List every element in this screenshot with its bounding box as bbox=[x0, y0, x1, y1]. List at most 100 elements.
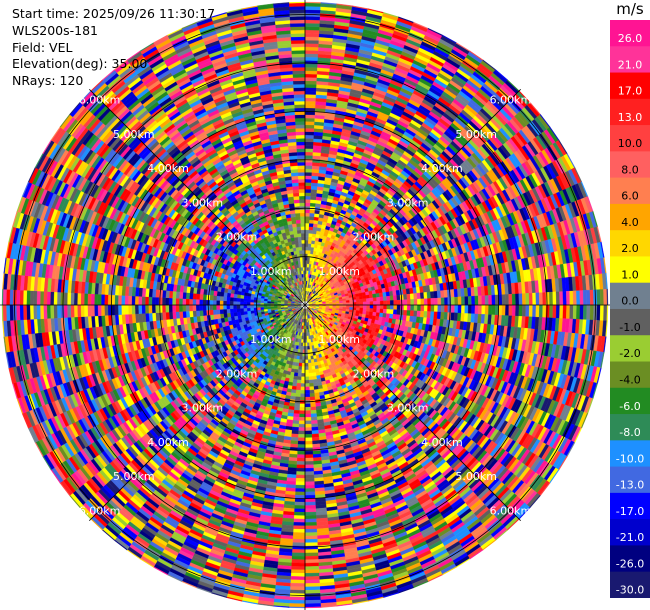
velocity-gate bbox=[304, 128, 315, 132]
velocity-gate bbox=[304, 144, 314, 149]
velocity-gate bbox=[366, 304, 371, 309]
velocity-gate bbox=[304, 178, 312, 183]
velocity-gate bbox=[508, 293, 513, 306]
velocity-gate bbox=[304, 70, 318, 75]
velocity-gate bbox=[461, 296, 466, 306]
velocity-gate bbox=[491, 294, 496, 306]
velocity-gate bbox=[505, 304, 510, 316]
velocity-gate bbox=[304, 155, 313, 160]
velocity-gate bbox=[304, 6, 321, 11]
velocity-gate bbox=[410, 304, 415, 311]
velocity-gate bbox=[511, 293, 516, 306]
velocity-gate bbox=[430, 298, 435, 306]
velocity-gate bbox=[304, 43, 319, 48]
velocity-gate bbox=[430, 304, 435, 312]
velocity-gate bbox=[311, 172, 320, 177]
velocity-gate bbox=[406, 304, 411, 311]
velocity-gate bbox=[420, 298, 425, 306]
velocity-gate bbox=[359, 304, 364, 309]
velocity-gate bbox=[304, 199, 311, 204]
velocity-gate bbox=[403, 304, 408, 311]
velocity-gate bbox=[345, 300, 350, 303]
velocity-gate bbox=[304, 209, 311, 214]
velocity-gate bbox=[379, 292, 384, 298]
velocity-gate bbox=[304, 158, 313, 163]
velocity-gate bbox=[304, 80, 317, 85]
velocity-gate bbox=[308, 239, 312, 244]
velocity-gate bbox=[420, 304, 425, 312]
velocity-gate bbox=[376, 308, 381, 314]
velocity-gate bbox=[420, 292, 425, 300]
velocity-gate bbox=[304, 239, 309, 244]
velocity-gate bbox=[542, 304, 547, 318]
velocity-gate bbox=[481, 304, 486, 315]
velocity-gate bbox=[522, 293, 527, 306]
velocity-gate bbox=[312, 162, 321, 167]
velocity-gate bbox=[433, 311, 438, 320]
velocity-gate bbox=[383, 304, 388, 310]
velocity-gate bbox=[579, 304, 584, 320]
velocity-gate bbox=[304, 9, 321, 14]
velocity-gate bbox=[304, 212, 310, 217]
velocity-gate bbox=[310, 185, 318, 190]
velocity-gate bbox=[362, 307, 367, 312]
velocity-gate bbox=[562, 291, 567, 306]
velocity-gate bbox=[528, 292, 533, 306]
velocity-gate bbox=[454, 296, 459, 306]
velocity-gate bbox=[596, 304, 601, 321]
velocity-gate bbox=[308, 226, 314, 231]
velocity-gate bbox=[307, 243, 312, 248]
velocity-gate bbox=[484, 304, 489, 315]
velocity-gate bbox=[311, 175, 319, 180]
velocity-gate bbox=[304, 29, 320, 34]
velocity-gate bbox=[362, 304, 367, 309]
velocity-gate bbox=[310, 202, 316, 207]
velocity-gate bbox=[304, 117, 315, 122]
velocity-gate bbox=[304, 233, 309, 237]
velocity-gate bbox=[410, 299, 415, 306]
velocity-gate bbox=[304, 222, 310, 227]
velocity-gate bbox=[332, 301, 337, 304]
velocity-gate bbox=[603, 289, 608, 306]
velocity-gate bbox=[312, 226, 318, 231]
velocity-gate bbox=[308, 229, 314, 234]
velocity-gate bbox=[390, 304, 394, 310]
velocity-gate bbox=[409, 310, 415, 317]
velocity-gate bbox=[304, 53, 319, 58]
velocity-gate bbox=[552, 304, 557, 319]
velocity-gate bbox=[304, 97, 317, 102]
velocity-gate bbox=[390, 300, 394, 306]
velocity-gate bbox=[304, 185, 312, 190]
velocity-gate bbox=[555, 304, 560, 319]
velocity-gate bbox=[309, 212, 315, 217]
velocity-gate bbox=[372, 311, 377, 317]
velocity-gate bbox=[582, 290, 588, 306]
velocity-gate bbox=[304, 124, 315, 129]
velocity-gate bbox=[576, 290, 581, 306]
velocity-gate bbox=[403, 299, 408, 306]
velocity-gate bbox=[304, 182, 312, 187]
velocity-gate bbox=[309, 219, 315, 224]
velocity-gate bbox=[518, 304, 523, 317]
velocity-gate bbox=[339, 300, 343, 304]
velocity-gate bbox=[417, 304, 421, 312]
velocity-gate bbox=[471, 304, 476, 315]
velocity-gate bbox=[443, 289, 448, 298]
velocity-gate bbox=[416, 310, 421, 318]
velocity-gate bbox=[304, 216, 310, 220]
velocity-gate bbox=[386, 300, 391, 306]
velocity-gate bbox=[413, 304, 418, 312]
velocity-gate bbox=[538, 292, 543, 306]
velocity-gate bbox=[501, 294, 506, 306]
velocity-gate bbox=[307, 250, 311, 254]
velocity-gate bbox=[450, 304, 455, 313]
velocity-gate bbox=[393, 300, 398, 306]
velocity-gate bbox=[379, 304, 384, 310]
velocity-gate bbox=[579, 290, 584, 306]
velocity-gate bbox=[362, 295, 367, 300]
velocity-gate bbox=[304, 22, 320, 28]
velocity-gate bbox=[447, 297, 452, 306]
velocity-gate bbox=[572, 290, 577, 306]
velocity-gate bbox=[454, 304, 459, 314]
velocity-gate bbox=[444, 304, 449, 313]
